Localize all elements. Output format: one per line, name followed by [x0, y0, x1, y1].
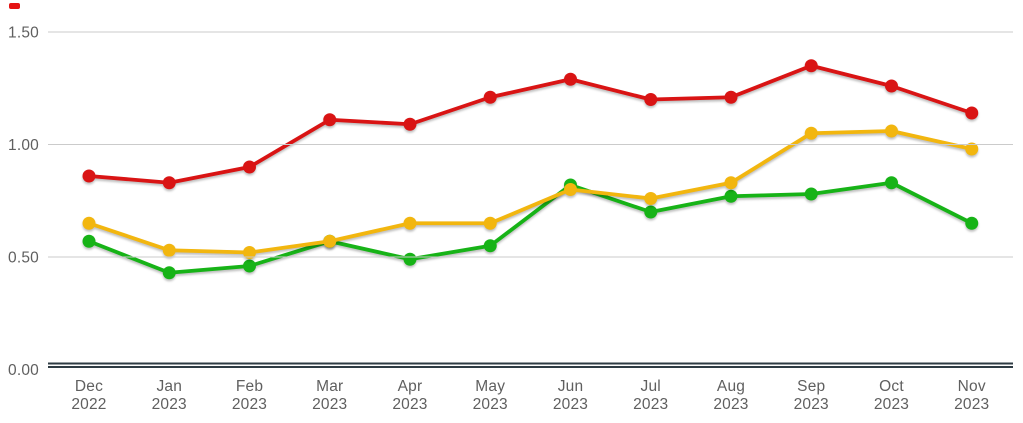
- x-axis-tick-year: 2023: [232, 396, 267, 413]
- green-series-point[interactable]: [644, 205, 658, 219]
- x-axis-tick-year: 2023: [633, 396, 668, 413]
- yellow-series-point[interactable]: [483, 216, 497, 230]
- x-axis-tick-month: Apr: [398, 378, 423, 395]
- green-series-point[interactable]: [82, 234, 96, 248]
- yellow-series-point[interactable]: [724, 176, 738, 190]
- yellow-series-point[interactable]: [885, 124, 898, 138]
- x-axis-tick-month: Jul: [641, 378, 661, 395]
- red-series-point[interactable]: [243, 160, 256, 174]
- green-series-point[interactable]: [804, 187, 818, 201]
- red-series-point[interactable]: [323, 113, 337, 127]
- red-series-point[interactable]: [82, 169, 96, 183]
- green-series: [82, 176, 979, 280]
- x-axis-tick-month: Oct: [879, 378, 904, 395]
- green-series-point[interactable]: [483, 239, 497, 253]
- red-series-point[interactable]: [403, 117, 417, 131]
- x-axis-tick-month: Aug: [717, 378, 745, 395]
- green-series-point[interactable]: [403, 252, 417, 266]
- x-axis-tick-month: Feb: [236, 378, 263, 395]
- yellow-series-point[interactable]: [323, 234, 337, 248]
- y-axis-tick-label: 0.00: [8, 362, 39, 379]
- yellow-series-line: [87, 129, 974, 255]
- x-axis-tick-year: 2023: [152, 396, 187, 413]
- x-axis-tick-year: 2023: [713, 396, 748, 413]
- x-axis-tick-month: Dec: [75, 378, 103, 395]
- red-series-point[interactable]: [162, 176, 176, 190]
- yellow-series-point[interactable]: [804, 126, 818, 140]
- x-axis-tick-month: Nov: [958, 378, 986, 395]
- green-series-point[interactable]: [965, 216, 979, 230]
- green-series-point[interactable]: [885, 176, 898, 190]
- y-axis-tick-label: 1.50: [8, 25, 39, 42]
- y-axis-tick-label: 1.00: [8, 137, 39, 154]
- yellow-series-point[interactable]: [243, 246, 256, 259]
- x-axis-tick-year: 2022: [71, 396, 106, 413]
- yellow-series-point[interactable]: [162, 243, 176, 257]
- yellow-series-point[interactable]: [644, 192, 658, 205]
- red-series-point[interactable]: [885, 79, 898, 93]
- x-axis-tick-year: 2023: [473, 396, 508, 413]
- x-axis-tick-year: 2023: [553, 396, 588, 413]
- x-axis-tick-month: Mar: [316, 378, 343, 395]
- x-axis-tick-year: 2023: [794, 396, 829, 413]
- x-axis-tick-year: 2023: [392, 396, 427, 413]
- x-axis-tick-year: 2023: [954, 396, 989, 413]
- red-series-point[interactable]: [804, 59, 818, 73]
- x-axis-tick-month: May: [475, 378, 505, 395]
- y-axis-tick-label: 0.50: [8, 250, 39, 267]
- green-series-line: [87, 180, 974, 275]
- red-series-point[interactable]: [644, 93, 658, 106]
- yellow-series-point[interactable]: [564, 183, 577, 196]
- yellow-series-point[interactable]: [965, 142, 979, 156]
- yellow-series-point[interactable]: [403, 216, 417, 230]
- yellow-series: [82, 124, 979, 259]
- red-series: [82, 59, 979, 190]
- red-series-point[interactable]: [564, 72, 577, 86]
- red-corner-marker: [9, 3, 20, 9]
- red-series-point[interactable]: [965, 106, 979, 120]
- yellow-series-point[interactable]: [82, 216, 96, 230]
- red-series-line: [87, 63, 974, 185]
- red-series-point[interactable]: [724, 90, 738, 104]
- x-axis-tick-month: Jun: [558, 378, 584, 395]
- x-axis-tick-year: 2023: [874, 396, 909, 413]
- green-series-point[interactable]: [162, 266, 176, 280]
- x-axis-tick-month: Sep: [797, 378, 825, 395]
- x-axis-tick-year: 2023: [312, 396, 347, 413]
- green-series-point[interactable]: [724, 189, 738, 203]
- red-series-point[interactable]: [483, 90, 497, 104]
- x-axis-tick-month: Jan: [156, 378, 182, 395]
- green-series-point[interactable]: [243, 259, 256, 273]
